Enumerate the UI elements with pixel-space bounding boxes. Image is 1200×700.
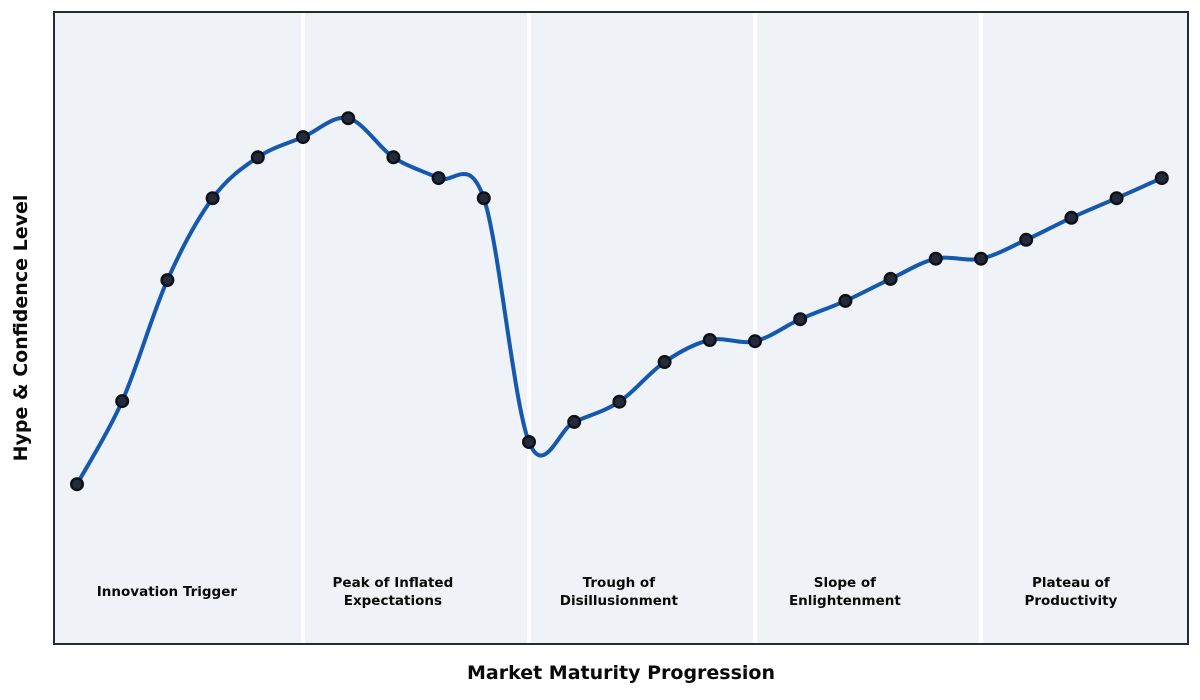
data-point-marker xyxy=(611,394,626,409)
data-point-marker xyxy=(295,129,310,144)
data-point-marker xyxy=(702,332,717,347)
data-point-marker xyxy=(476,190,491,205)
data-point-marker xyxy=(159,272,174,287)
data-point-marker xyxy=(657,354,672,369)
y-axis-label: Hype & Confidence Level xyxy=(10,194,32,462)
data-point-marker xyxy=(69,476,84,491)
phase-label-innovation-trigger: Innovation Trigger xyxy=(96,583,238,600)
data-point-marker xyxy=(1109,190,1124,205)
data-point-marker xyxy=(566,414,581,429)
x-axis-label: Market Maturity Progression xyxy=(466,662,776,684)
hype-curve xyxy=(74,115,1164,486)
hype-curve-chart xyxy=(69,12,1169,643)
data-point-marker xyxy=(792,311,807,326)
data-point-marker xyxy=(973,251,988,266)
phase-label-peak-of-inflated-expectations: Peak of Inflated Expectations xyxy=(332,574,454,609)
data-point-marker xyxy=(340,110,355,125)
data-point-marker xyxy=(837,293,852,308)
plot-area: Innovation Trigger Peak of Inflated Expe… xyxy=(52,10,1189,645)
phase-separator-line xyxy=(526,12,531,643)
phase-label-plateau-of-productivity: Plateau of Productivity xyxy=(1024,574,1118,609)
data-point-marker xyxy=(747,333,762,348)
phase-separator-line xyxy=(752,12,757,643)
data-point-marker xyxy=(385,149,400,164)
data-point-marker xyxy=(928,251,943,266)
data-point-marker xyxy=(521,434,536,449)
data-point-marker xyxy=(431,170,446,185)
phase-label-slope-of-enlightenment: Slope of Enlightenment xyxy=(788,574,901,609)
phase-separator-line xyxy=(300,12,305,643)
data-point-marker xyxy=(205,190,220,205)
data-point-marker xyxy=(114,393,129,408)
data-point-marker xyxy=(1018,232,1033,247)
data-point-marker xyxy=(1154,170,1169,185)
data-point-marker xyxy=(883,271,898,286)
phase-label-trough-of-disillusionment: Trough of Disillusionment xyxy=(559,574,678,609)
data-point-marker xyxy=(250,149,265,164)
data-point-marker xyxy=(1063,210,1078,225)
phase-separator-line xyxy=(978,12,983,643)
